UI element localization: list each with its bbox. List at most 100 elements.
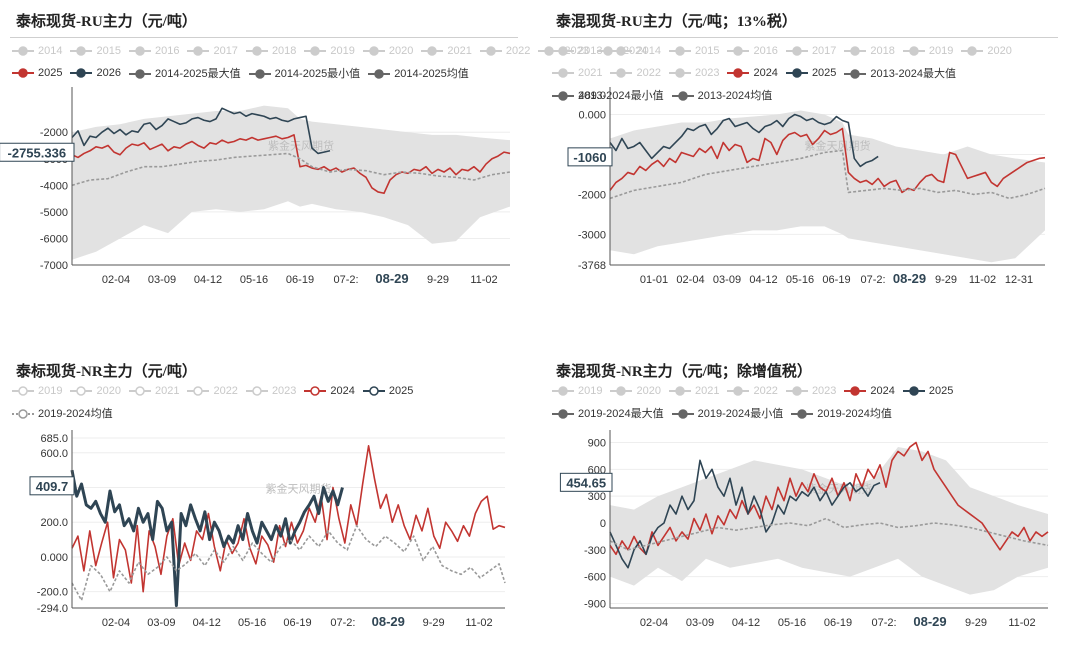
chart-panel-2: 泰混现货-RU主力（元/吨；13%税） 2013 2014 2015 2016 2017…	[540, 0, 1070, 310]
legend-item[interactable]: 2023	[245, 385, 296, 397]
legend-label: 2025	[38, 66, 63, 79]
legend-symbol-icon	[12, 46, 34, 56]
legend-item[interactable]: 2022	[727, 385, 778, 397]
series-line	[71, 134, 511, 195]
legend-row: 2019 2020 2021 2022 2023 2024 2025	[12, 382, 527, 404]
legend-row: 2013 2014 2015 2016 2017 2018 2019 2020	[552, 42, 1067, 64]
legend-label: 2022	[636, 66, 661, 79]
y-tick-label: 685.0	[40, 433, 68, 445]
legend-item[interactable]: 2018	[245, 45, 296, 57]
legend-item[interactable]: 2025	[12, 67, 62, 79]
legend-symbol-icon	[902, 386, 925, 396]
title-divider	[550, 37, 1058, 38]
legend-item[interactable]: 2021	[421, 45, 472, 57]
legend-item[interactable]: 2020	[961, 44, 1012, 57]
x-tick-label: 05-16	[238, 617, 266, 629]
legend-label: 2021	[154, 384, 180, 397]
legend-item[interactable]: 2014-2025均值	[368, 65, 469, 81]
legend: 2013 2014 2015 2016 2017 2018 2019 2020 2021 2022…	[552, 42, 1067, 108]
legend-symbol-icon	[362, 386, 385, 396]
legend-item[interactable]: 2025	[362, 385, 413, 397]
x-tick-label: 9-29	[427, 274, 449, 286]
y-tick-label: 0.000	[578, 110, 606, 122]
legend-label: 2014-2025最小值	[274, 67, 361, 80]
legend-item[interactable]: 2017	[187, 44, 238, 57]
legend-item[interactable]: 2019-2024均值	[12, 405, 113, 421]
legend-item[interactable]: 2022	[187, 385, 238, 397]
legend-item[interactable]: 2015	[70, 45, 121, 57]
cursor-value-box	[567, 147, 613, 167]
legend-item[interactable]: 2014-2025最小值	[248, 65, 361, 81]
legend-symbol-icon	[479, 46, 502, 56]
legend-item[interactable]: 2018	[844, 45, 895, 57]
chart-title: 泰标现货-RU主力（元/吨）	[16, 14, 197, 30]
legend-item[interactable]: 2025	[902, 385, 953, 397]
x-tick-label: 08-29	[372, 614, 405, 629]
legend-item[interactable]: 2025	[785, 67, 836, 79]
legend-label: 2020	[987, 44, 1012, 57]
series-line	[609, 127, 1046, 194]
legend-item[interactable]: 2026	[70, 67, 121, 79]
legend-symbol-icon	[668, 46, 691, 56]
watermark: 紫金天风期货	[266, 481, 332, 495]
legend-label: 2017	[213, 44, 238, 57]
legend-label: 2024	[330, 384, 355, 397]
legend-label: 2019	[578, 384, 603, 397]
x-tick-label: 06-19	[286, 274, 314, 286]
legend-item[interactable]: 2014	[12, 45, 62, 57]
legend-label: 2019	[330, 44, 355, 57]
legend-item[interactable]: 2024	[844, 385, 895, 397]
legend-item[interactable]: 2021	[552, 67, 602, 79]
legend-label: 2023	[564, 44, 589, 57]
x-tick-label: 06-19	[822, 274, 850, 286]
legend-item[interactable]: 2019-2024均值	[791, 405, 892, 421]
legend-item[interactable]: 2019-2024最小值	[671, 405, 783, 421]
legend-item[interactable]: 2019	[902, 45, 953, 57]
series-line	[71, 107, 331, 155]
legend-item[interactable]: 2014	[610, 45, 661, 57]
legend-item[interactable]: 2013-2024均值	[671, 87, 772, 103]
legend-item[interactable]: 2020	[70, 385, 121, 397]
legend-label: 2015	[694, 44, 720, 57]
legend-symbol-icon	[727, 46, 750, 56]
legend-item[interactable]: 2024	[304, 384, 355, 397]
series-line	[70, 469, 344, 608]
legend-item[interactable]: 2021	[668, 385, 719, 397]
legend-item[interactable]: 2016	[128, 45, 179, 57]
x-tick-label: 04-12	[732, 617, 760, 629]
cursor-value-label: -2755.336	[8, 145, 67, 160]
y-tick-label: -200.0	[37, 587, 68, 599]
legend-symbol-icon	[727, 386, 750, 396]
legend-item[interactable]: 2019	[552, 385, 602, 397]
legend-item[interactable]: 2013-2024最小值	[552, 87, 664, 103]
legend-item[interactable]: 2019	[304, 44, 355, 57]
legend-item[interactable]: 2023	[668, 66, 720, 79]
legend-symbol-icon	[552, 386, 574, 396]
legend-symbol-icon	[610, 68, 633, 78]
legend-item[interactable]: 2017	[785, 45, 836, 57]
legend-item[interactable]: 2013	[552, 45, 602, 57]
legend-symbol-icon	[245, 386, 268, 396]
legend-row: 2025 2026 2014-2025最大值 2014-2025最小值 2014-202…	[12, 64, 527, 86]
legend-label: 2023	[694, 66, 720, 79]
legend-item[interactable]: 2019-2024最大值	[552, 405, 664, 421]
legend-item[interactable]: 2019	[12, 385, 62, 397]
legend-symbol-icon	[12, 386, 34, 396]
legend-symbol-icon	[304, 46, 327, 56]
legend-item[interactable]: 2015	[668, 44, 720, 57]
legend-item[interactable]: 2023	[785, 385, 836, 397]
x-tick-label: 06-19	[283, 617, 311, 629]
legend-item[interactable]: 2021	[128, 384, 180, 397]
legend-item[interactable]: 2024	[727, 67, 778, 79]
chart-title: 泰混现货-RU主力（元/吨；13%税）	[556, 14, 797, 30]
chart-plot: -2000-3000-4000-5000-6000-7000紫金天风期货02-0…	[0, 87, 511, 286]
legend-item[interactable]: 2020	[362, 44, 414, 57]
legend-item[interactable]: 2013-2024最大值	[844, 65, 956, 81]
x-tick-label: 03-09	[147, 617, 175, 629]
legend-item[interactable]: 2022	[610, 66, 661, 79]
legend-item[interactable]: 2016	[727, 45, 778, 57]
legend-item[interactable]: 2020	[610, 385, 661, 397]
legend-item[interactable]: 2014-2025最大值	[128, 65, 241, 81]
legend-label: 2020	[388, 44, 414, 57]
legend-item[interactable]: 2022	[479, 45, 530, 57]
